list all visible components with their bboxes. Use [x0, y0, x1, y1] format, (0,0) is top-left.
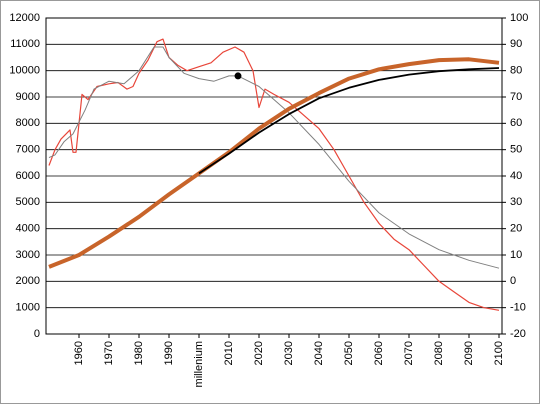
x-tick-label: 2060	[373, 341, 385, 365]
y-tick-label: 11000	[10, 38, 40, 50]
y-tick-label: 2000	[16, 275, 40, 287]
y-tick-label: 7000	[16, 144, 40, 156]
y-tick-label: 1000	[16, 302, 40, 314]
y-tick-label: 4000	[16, 223, 40, 235]
y-tick-label: 0	[34, 328, 40, 340]
series-line	[48, 57, 500, 269]
y-tick-label: 5000	[16, 196, 40, 208]
y2-tick-label: 40	[510, 170, 522, 182]
x-tick-label: 1980	[133, 341, 145, 365]
x-tick-label: 2090	[463, 341, 475, 365]
y2-tick-label: 80	[510, 65, 522, 77]
x-tick-label: 1970	[103, 341, 115, 365]
x-tick-label: 2010	[223, 341, 235, 365]
y2-tick-label: 70	[510, 91, 522, 103]
y2-tick-label: -20	[510, 328, 526, 340]
series-line	[48, 46, 500, 269]
marker	[234, 72, 242, 80]
y2-tick-label: 60	[510, 117, 522, 129]
plot-area	[45, 17, 503, 335]
y-tick-label: 9000	[16, 91, 40, 103]
y2-tick-label: 10	[510, 249, 522, 261]
x-tick-label: millenium	[193, 341, 205, 387]
series-line	[48, 38, 500, 311]
y-tick-label: 3000	[16, 249, 40, 261]
y2-tick-label: 20	[510, 223, 522, 235]
y-tick-label: 8000	[16, 117, 40, 129]
x-tick-label: 1990	[163, 341, 175, 365]
y2-tick-label: 90	[510, 38, 522, 50]
x-tick-label: 2040	[313, 341, 325, 365]
y2-tick-label: -10	[510, 302, 526, 314]
x-tick-label: 1960	[73, 341, 85, 365]
x-tick-label: 2050	[343, 341, 355, 365]
y2-tick-label: 30	[510, 196, 522, 208]
series-line	[198, 67, 500, 175]
y-tick-label: 6000	[16, 170, 40, 182]
y2-tick-label: 50	[510, 144, 522, 156]
y-tick-label: 12000	[9, 12, 40, 24]
y2-tick-label: 0	[510, 275, 516, 287]
x-tick-label: 2080	[433, 341, 445, 365]
y2-tick-label: 100	[510, 12, 528, 24]
x-tick-label: 2070	[403, 341, 415, 365]
y-tick-label: 10000	[9, 65, 40, 77]
x-tick-label: 2030	[283, 341, 295, 365]
x-tick-label: 2100	[493, 341, 505, 365]
x-tick-label: 2020	[253, 341, 265, 365]
